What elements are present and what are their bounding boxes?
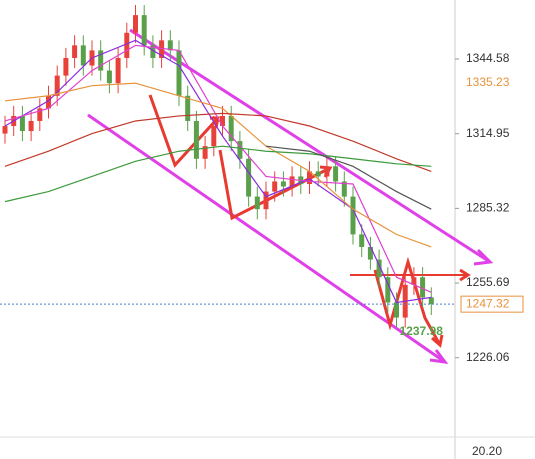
moving-average <box>4 82 432 248</box>
candle-body <box>394 302 399 318</box>
candle-body <box>19 115 25 132</box>
candle-body <box>150 45 156 58</box>
candle-body <box>237 141 243 159</box>
candle-body <box>228 115 234 142</box>
low-label: 1237.98 <box>400 324 444 338</box>
candle-body <box>411 277 417 285</box>
candle-body <box>63 57 69 76</box>
candle-body <box>28 120 34 132</box>
moving-average <box>4 44 432 293</box>
moving-average <box>265 145 432 210</box>
y-tick-label: 1344.58 <box>466 51 510 65</box>
volume-tick-label: 20.20 <box>472 444 502 458</box>
candle-body <box>263 191 269 210</box>
candle-body <box>202 146 208 159</box>
channel <box>87 28 494 364</box>
candle-body <box>341 181 347 197</box>
candle-body <box>80 45 86 66</box>
candle-body <box>72 45 78 58</box>
candle-body <box>280 181 286 187</box>
candle-body <box>367 246 373 260</box>
candle-body <box>185 95 191 121</box>
candle-body <box>359 234 365 247</box>
candle-body <box>254 196 260 210</box>
candle-body <box>37 108 43 121</box>
candle-body <box>98 50 104 71</box>
candle-body <box>307 171 312 184</box>
candle-body <box>333 166 339 182</box>
candle-body <box>376 259 382 278</box>
candle-body <box>272 181 278 192</box>
candle-body <box>46 95 51 109</box>
candle-body <box>141 15 147 46</box>
y-tick-label: 1285.32 <box>466 201 510 215</box>
candle-body <box>211 126 217 147</box>
moving-average <box>4 112 432 172</box>
candle-body <box>289 176 295 187</box>
candle-body <box>106 70 112 84</box>
candle-body <box>54 75 60 96</box>
candle-body <box>176 50 182 96</box>
current-price-box <box>460 295 524 313</box>
current-price-label: 1247.32 <box>466 296 510 310</box>
candle-body <box>385 277 391 303</box>
candle-body <box>220 115 225 127</box>
candle-body <box>315 171 321 177</box>
y-tick-label: 1226.06 <box>466 350 510 364</box>
candle-body <box>428 297 434 305</box>
candle-body <box>420 277 426 298</box>
candle-body <box>2 126 8 134</box>
candle-body <box>193 120 199 159</box>
candle-body <box>167 40 173 51</box>
candle-body <box>133 15 138 33</box>
price-marker-label: 1335.23 <box>466 75 510 89</box>
candle-body <box>324 166 330 177</box>
candle-body <box>115 57 121 84</box>
candle-body <box>159 40 165 58</box>
y-tick-label: 1314.95 <box>466 126 510 140</box>
candle-body <box>246 158 252 197</box>
y-tick-label: 1255.69 <box>466 275 510 289</box>
candle-body <box>124 32 130 58</box>
moving-average <box>4 39 432 304</box>
candle-body <box>350 196 356 235</box>
moving-average <box>4 145 432 203</box>
